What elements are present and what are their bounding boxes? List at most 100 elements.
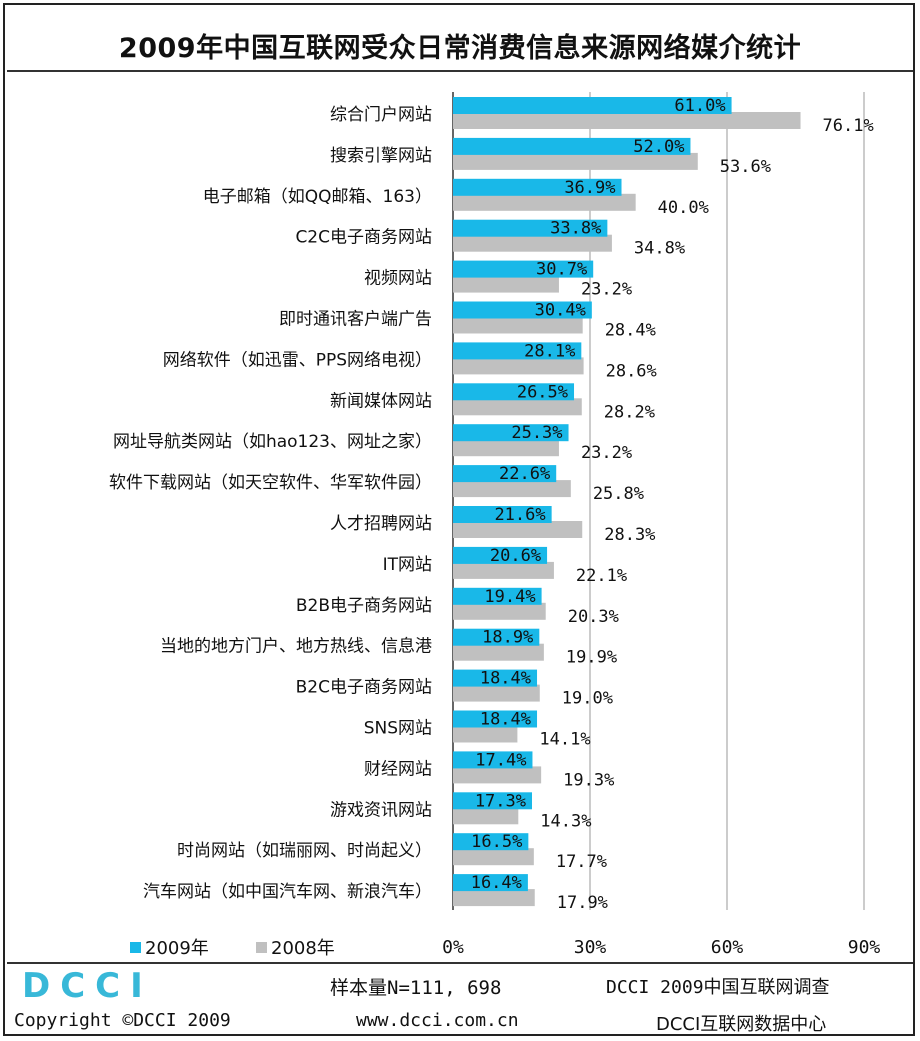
category-label: 软件下载网站（如天空软件、华军软件园） (109, 473, 432, 493)
bar-2008 (453, 766, 542, 784)
data-label-2008: 17.7% (556, 852, 607, 872)
data-label-2009: 18.4% (480, 710, 531, 730)
bar-2009 (453, 260, 594, 278)
bar-2009 (453, 628, 540, 646)
data-label-2009: 18.9% (482, 628, 533, 648)
data-label-2009: 21.6% (494, 505, 545, 525)
bar-2008 (453, 561, 554, 579)
bar-2009 (453, 587, 542, 605)
data-label-2009: 17.3% (475, 791, 526, 811)
bar-2009 (453, 874, 528, 892)
category-label: IT网站 (383, 555, 432, 575)
data-label-2008: 40.0% (658, 198, 709, 218)
bar-2009 (453, 710, 538, 728)
category-label: 综合门户网站 (330, 105, 432, 125)
data-label-2008: 28.3% (604, 525, 655, 545)
dcci-logo-text: DCCI (22, 967, 153, 1001)
data-label-2009: 17.4% (475, 750, 526, 770)
data-label-2009: 16.5% (471, 832, 522, 852)
bar-2008 (453, 889, 535, 907)
data-label-2008: 28.6% (606, 361, 657, 381)
category-label: 搜索引擎网站 (330, 146, 432, 166)
data-label-2008: 14.3% (540, 811, 591, 831)
sample-size: 样本量N=111, 698 (330, 977, 502, 999)
bar-2009 (453, 465, 557, 483)
bar-2008 (453, 480, 571, 498)
category-label: SNS网站 (364, 719, 432, 739)
data-label-2008: 34.8% (634, 239, 685, 259)
bar-2008 (453, 193, 636, 211)
legend-label-2009: 2009年 (145, 938, 209, 959)
bar-2009 (453, 219, 608, 237)
bar-2009 (453, 383, 575, 401)
bar-2008 (453, 357, 584, 375)
bar-2008 (453, 398, 582, 416)
legend-item-2008: 2008年 (256, 934, 335, 960)
data-label-2008: 22.1% (576, 566, 627, 586)
data-center-name: DCCI互联网数据中心 (656, 1014, 827, 1035)
bar-2009 (453, 424, 569, 442)
data-label-2008: 19.3% (563, 770, 614, 790)
category-label: 新闻媒体网站 (330, 391, 432, 411)
chart-frame (3, 3, 915, 1036)
x-tick-label: 90% (848, 937, 881, 958)
data-label-2008: 14.1% (539, 730, 590, 750)
category-label: 电子邮箱（如QQ邮箱、163） (203, 187, 432, 207)
bar-2008 (453, 521, 583, 538)
bar-2008 (453, 112, 801, 129)
data-label-2008: 19.0% (562, 689, 613, 709)
bar-2008 (453, 807, 519, 825)
data-label-2008: 19.9% (566, 648, 617, 668)
bar-2009 (453, 137, 691, 155)
category-label: 视频网站 (364, 269, 432, 289)
data-label-2008: 25.8% (593, 484, 644, 504)
bar-2008 (453, 439, 559, 457)
website-link[interactable]: www.dcci.com.cn (356, 1010, 519, 1031)
bar-2008 (453, 152, 698, 170)
data-label-2009: 20.6% (490, 546, 541, 566)
bar-2008 (453, 602, 546, 620)
title-divider (7, 70, 913, 72)
dcci-logo: DCCI (22, 967, 153, 1001)
data-label-2009: 19.4% (484, 587, 535, 607)
bar-2008 (453, 684, 540, 702)
category-label: 财经网站 (364, 759, 432, 779)
category-label: C2C电子商务网站 (295, 228, 432, 248)
legend-label-2008: 2008年 (271, 938, 335, 959)
bar-2008 (453, 848, 534, 866)
legend-item-2009: 2009年 (130, 934, 209, 960)
category-label: 游戏资讯网站 (330, 800, 432, 820)
category-label: 即时通讯客户端广告 (279, 310, 432, 330)
bar-2008 (453, 234, 612, 252)
bar-2009 (453, 546, 548, 564)
category-label: 汽车网站（如中国汽车网、新浪汽车） (143, 882, 432, 902)
data-label-2009: 28.1% (524, 341, 575, 361)
category-label: B2C电子商务网站 (296, 678, 432, 698)
bar-2009 (453, 97, 732, 114)
footer-divider (7, 962, 913, 964)
data-label-2009: 25.3% (511, 423, 562, 443)
data-label-2008: 20.3% (568, 607, 619, 627)
category-label: B2B电子商务网站 (296, 596, 432, 616)
bar-2008 (453, 275, 559, 293)
bar-2009 (453, 178, 622, 196)
data-label-2009: 61.0% (674, 96, 725, 116)
data-label-2008: 23.2% (581, 443, 632, 463)
data-label-2008: 23.2% (581, 280, 632, 300)
data-label-2009: 18.4% (480, 669, 531, 689)
category-label: 网址导航类网站（如hao123、网址之家） (113, 432, 432, 452)
x-tick-label: 30% (574, 937, 607, 958)
data-label-2009: 16.4% (471, 873, 522, 893)
bar-2009 (453, 342, 582, 360)
bar-2008 (453, 643, 544, 661)
data-label-2009: 36.9% (564, 178, 615, 198)
bar-2009 (453, 506, 552, 523)
bar-2009 (453, 669, 538, 687)
data-label-2008: 17.9% (557, 893, 608, 913)
x-tick-label: 60% (711, 937, 744, 958)
category-label: 时尚网站（如瑞丽网、时尚起义） (177, 841, 432, 861)
bar-2008 (453, 725, 518, 743)
category-label: 网络软件（如迅雷、PPS网络电视） (163, 350, 432, 370)
data-label-2009: 26.5% (517, 382, 568, 402)
category-label: 人才招聘网站 (330, 514, 432, 534)
